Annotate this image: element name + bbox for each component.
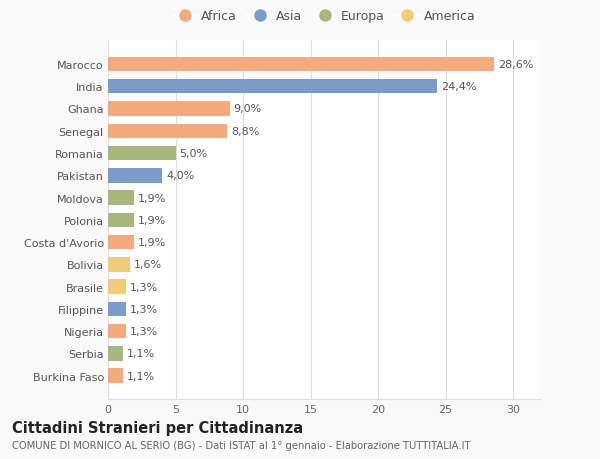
Text: 1,1%: 1,1% bbox=[127, 349, 155, 358]
Text: 9,0%: 9,0% bbox=[233, 104, 262, 114]
Bar bbox=[108, 324, 125, 339]
Text: 1,6%: 1,6% bbox=[134, 260, 162, 270]
Bar bbox=[108, 257, 130, 272]
Text: Cittadini Stranieri per Cittadinanza: Cittadini Stranieri per Cittadinanza bbox=[12, 420, 303, 435]
Bar bbox=[108, 347, 123, 361]
Text: 28,6%: 28,6% bbox=[498, 60, 533, 70]
Text: 24,4%: 24,4% bbox=[442, 82, 477, 92]
Bar bbox=[108, 280, 125, 294]
Text: 1,1%: 1,1% bbox=[127, 371, 155, 381]
Bar bbox=[108, 80, 437, 94]
Bar bbox=[108, 124, 227, 139]
Text: 8,8%: 8,8% bbox=[231, 127, 259, 136]
Bar bbox=[108, 146, 176, 161]
Bar bbox=[108, 302, 125, 316]
Bar bbox=[108, 235, 134, 250]
Text: 1,9%: 1,9% bbox=[138, 238, 166, 247]
Text: COMUNE DI MORNICO AL SERIO (BG) - Dati ISTAT al 1° gennaio - Elaborazione TUTTIT: COMUNE DI MORNICO AL SERIO (BG) - Dati I… bbox=[12, 440, 470, 450]
Bar bbox=[108, 168, 162, 183]
Legend: Africa, Asia, Europa, America: Africa, Asia, Europa, America bbox=[167, 5, 481, 28]
Bar bbox=[108, 102, 229, 117]
Bar bbox=[108, 57, 494, 72]
Text: 1,3%: 1,3% bbox=[130, 304, 158, 314]
Bar bbox=[108, 191, 134, 205]
Text: 4,0%: 4,0% bbox=[166, 171, 194, 181]
Text: 1,3%: 1,3% bbox=[130, 326, 158, 336]
Text: 1,9%: 1,9% bbox=[138, 193, 166, 203]
Bar bbox=[108, 369, 123, 383]
Text: 5,0%: 5,0% bbox=[179, 149, 208, 159]
Text: 1,3%: 1,3% bbox=[130, 282, 158, 292]
Text: 1,9%: 1,9% bbox=[138, 215, 166, 225]
Bar bbox=[108, 213, 134, 228]
